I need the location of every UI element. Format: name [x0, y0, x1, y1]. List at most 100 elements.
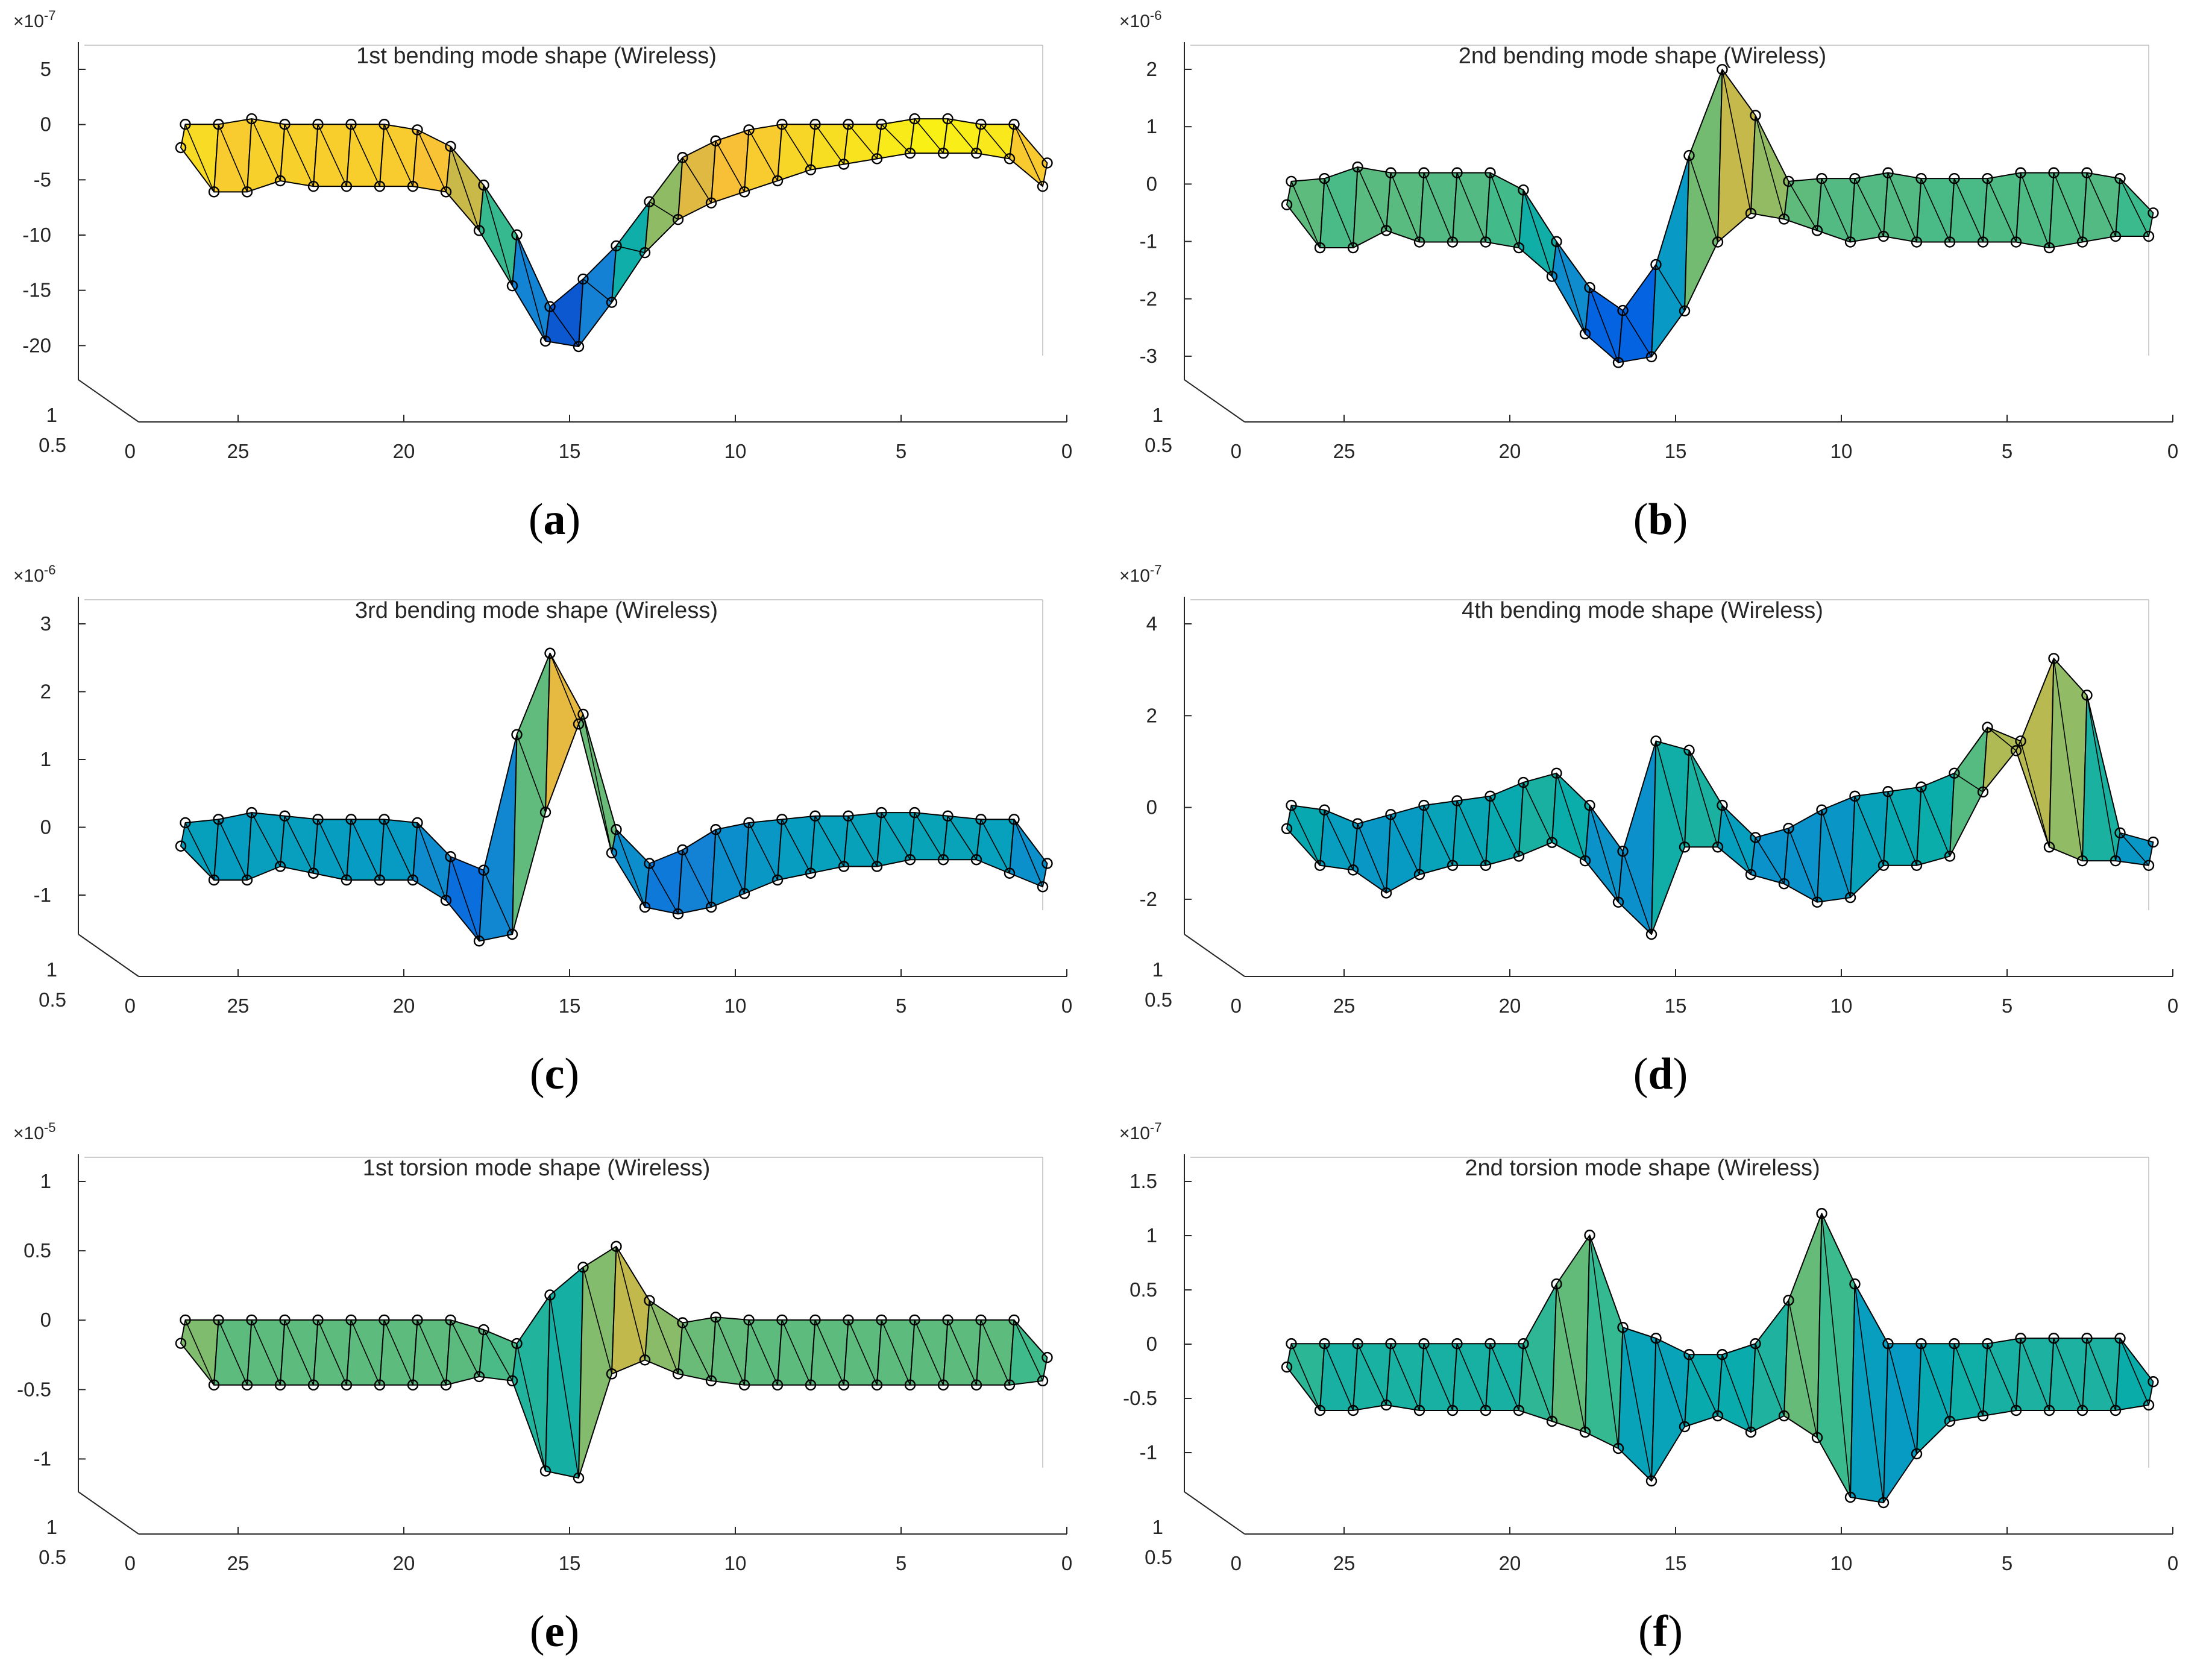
data-point — [1579, 1426, 1591, 1438]
surface-diagonal — [549, 653, 579, 725]
surface-diagonal — [284, 1319, 314, 1386]
data-point — [506, 280, 518, 292]
data-point — [1518, 1338, 1529, 1350]
data-point — [1849, 790, 1861, 802]
data-point — [1778, 1410, 1790, 1422]
data-point — [1811, 225, 1823, 236]
data-point — [307, 867, 319, 879]
data-point — [1612, 357, 1624, 368]
surface-patch — [1518, 1283, 1557, 1422]
surface-diagonal — [814, 816, 844, 867]
data-point — [1944, 236, 1956, 248]
z-tick-label: 3 — [40, 612, 51, 635]
data-point — [345, 119, 357, 130]
data-point — [379, 814, 390, 825]
surface-diagonal — [748, 822, 778, 881]
surface-diagonal — [350, 124, 380, 187]
z-tick-label: 0 — [40, 816, 51, 838]
data-point — [606, 297, 618, 308]
surface-patch — [545, 278, 584, 347]
data-point — [1286, 1338, 1297, 1350]
surface-diagonal — [251, 812, 281, 867]
y-tick-label: 1 — [1152, 958, 1163, 981]
x-tick-label: 20 — [1499, 1552, 1521, 1574]
exponent-power: -7 — [1150, 1120, 1162, 1135]
data-point — [412, 124, 423, 136]
y-tick-label: 0.5 — [39, 434, 66, 456]
z-tick-label: 1 — [40, 748, 51, 770]
surface-diagonal — [1489, 796, 1519, 857]
data-point — [440, 1379, 452, 1391]
x-tick-label: 20 — [393, 1552, 415, 1574]
surface-diagonal — [1987, 727, 2017, 752]
surface-diagonal — [1688, 155, 1718, 242]
surface-diagonal — [682, 157, 712, 204]
x-tick-label: 5 — [896, 440, 906, 462]
data-point — [1783, 175, 1794, 187]
mode-surface — [1281, 653, 2159, 940]
y-tick-label: 1 — [46, 958, 57, 981]
surface-diagonal — [251, 118, 281, 181]
surface-diagonal — [1987, 178, 2017, 242]
data-point — [2148, 207, 2159, 219]
surface-diagonal — [1556, 773, 1586, 861]
exponent-label: ×10-7 — [13, 8, 55, 31]
surface-diagonal — [1489, 1343, 1519, 1411]
surface-diagonal — [582, 714, 612, 854]
surface-diagonal — [2053, 658, 2083, 861]
surface-diagonal — [781, 819, 811, 874]
data-point — [345, 814, 357, 825]
data-point — [904, 1379, 916, 1391]
z-tick-label: -3 — [1140, 345, 1157, 367]
z-tick-label: 0 — [40, 1309, 51, 1331]
data-point — [644, 858, 655, 869]
data-point — [677, 844, 688, 856]
surface-diagonal — [483, 870, 513, 935]
data-point — [1480, 860, 1492, 871]
data-point — [1645, 928, 1657, 940]
data-point — [1882, 786, 1894, 797]
data-point — [208, 186, 220, 198]
y-tick-label: 0 — [125, 995, 136, 1017]
data-point — [307, 180, 319, 192]
surface-diagonal — [1522, 189, 1553, 277]
surface-diagonal — [980, 819, 1010, 874]
surface-diagonal — [1357, 1343, 1387, 1406]
data-point — [1750, 110, 1761, 121]
y-axis-line — [78, 379, 139, 423]
mode-surface — [175, 647, 1053, 947]
x-tick-label: 0 — [1061, 995, 1072, 1017]
data-point — [2143, 860, 2155, 871]
surface-diagonal — [582, 278, 612, 303]
data-point — [312, 1314, 324, 1326]
data-point — [1745, 207, 1757, 219]
x-tick-label: 0 — [2167, 995, 2178, 1017]
exponent-power: -7 — [1150, 562, 1162, 577]
data-point — [1413, 1404, 1425, 1416]
x-tick-label: 0 — [1061, 1552, 1072, 1574]
data-point — [1579, 328, 1591, 340]
surface-diagonal — [1456, 800, 1486, 866]
data-point — [2114, 827, 2126, 838]
data-point — [710, 1312, 721, 1323]
surface-patch — [1651, 740, 1690, 935]
surface-diagonal — [615, 829, 646, 908]
y-tick-label: 0.5 — [1145, 989, 1172, 1011]
data-point — [1877, 230, 1890, 242]
surface-diagonal — [881, 1319, 911, 1386]
surface-patch — [711, 822, 750, 908]
panel-caption-letter: e — [544, 1607, 565, 1656]
data-point — [1584, 799, 1595, 811]
mode-surface — [1281, 1208, 2159, 1509]
data-point — [1712, 841, 1724, 853]
surface-diagonal — [814, 124, 844, 165]
panel-caption: (c) — [529, 1049, 580, 1099]
data-point — [1518, 776, 1529, 788]
surface-patch — [777, 124, 816, 181]
data-point — [241, 1379, 253, 1391]
data-point — [871, 861, 883, 872]
data-point — [1447, 1404, 1459, 1416]
data-point — [577, 1262, 589, 1273]
surface-diagonal — [881, 124, 911, 154]
surface-patch — [1750, 828, 1789, 885]
